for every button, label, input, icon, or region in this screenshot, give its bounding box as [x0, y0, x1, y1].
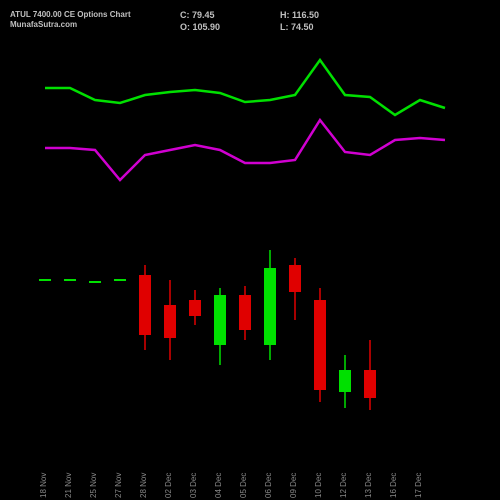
candle-body — [139, 275, 151, 335]
upper-line — [45, 60, 445, 115]
candle-body — [164, 305, 176, 338]
ohlc-block: C: 79.45 H: 116.50 O: 105.90 L: 74.50 — [180, 10, 380, 33]
x-tick-label: 12 Dec — [339, 450, 348, 498]
x-tick-label: 05 Dec — [239, 450, 248, 498]
chart-header: ATUL 7400.00 CE Options Chart MunafaSutr… — [0, 10, 500, 33]
candle-body — [214, 295, 226, 345]
high-price: H: 116.50 — [280, 10, 380, 22]
candle-body — [339, 370, 351, 392]
open-price: O: 105.90 — [180, 22, 280, 34]
x-axis: 18 Nov 21 Nov 25 Nov 27 Nov 28 Nov 02 Dec 03 D… — [30, 450, 470, 498]
x-tick-label: 18 Nov — [39, 450, 48, 498]
x-tick-label: 27 Nov — [114, 450, 123, 498]
x-tick-label: 03 Dec — [189, 450, 198, 498]
x-tick-label: 13 Dec — [364, 450, 373, 498]
low-price: L: 74.50 — [280, 22, 380, 34]
candle-body — [189, 300, 201, 316]
x-tick-label: 16 Dec — [389, 450, 398, 498]
x-tick-label: 17 Dec — [414, 450, 423, 498]
close-price: C: 79.45 — [180, 10, 280, 22]
x-tick-label: 06 Dec — [264, 450, 273, 498]
x-tick-label: 10 Dec — [314, 450, 323, 498]
x-tick-label: 02 Dec — [164, 450, 173, 498]
x-tick-label: 25 Nov — [89, 450, 98, 498]
candle-body — [314, 300, 326, 390]
candle-body — [239, 295, 251, 330]
x-tick-label: 09 Dec — [289, 450, 298, 498]
lower-line — [45, 120, 445, 180]
chart-canvas — [30, 40, 470, 450]
x-tick-label: 04 Dec — [214, 450, 223, 498]
candle-body — [289, 265, 301, 292]
chart-svg — [30, 40, 470, 450]
x-tick-label: 28 Nov — [139, 450, 148, 498]
x-tick-label: 21 Nov — [64, 450, 73, 498]
candle-body — [364, 370, 376, 398]
chart-title: ATUL 7400.00 CE Options Chart MunafaSutr… — [10, 10, 180, 29]
candle-body — [264, 268, 276, 345]
